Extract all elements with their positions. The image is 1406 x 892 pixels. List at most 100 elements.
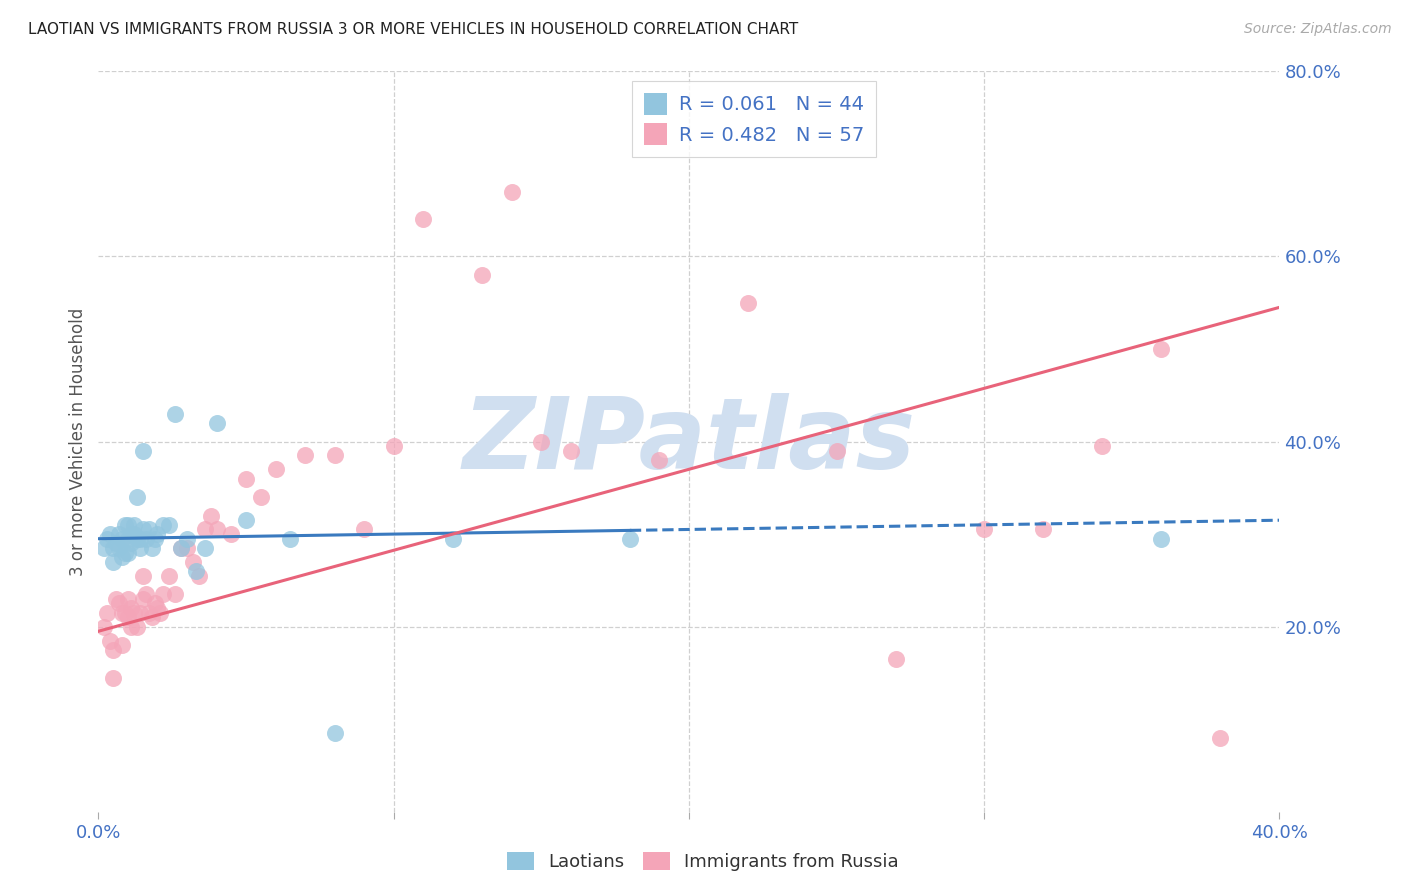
- Point: [170, 541, 193, 555]
- Point: [138, 523, 160, 537]
- Point: [125, 619, 148, 633]
- Point: [560, 443, 582, 458]
- Point: [165, 407, 187, 421]
- Point: [264, 462, 287, 476]
- Legend: R = 0.061   N = 44, R = 0.482   N = 57: R = 0.061 N = 44, R = 0.482 N = 57: [633, 81, 876, 157]
- Point: [1150, 532, 1173, 546]
- Point: [120, 601, 142, 615]
- Point: [648, 453, 671, 467]
- Point: [114, 545, 136, 560]
- Point: [125, 490, 148, 504]
- Point: [973, 523, 995, 537]
- Point: [530, 434, 553, 449]
- Point: [103, 541, 125, 555]
- Point: [93, 619, 115, 633]
- Point: [135, 532, 157, 546]
- Point: [157, 517, 180, 532]
- Point: [108, 541, 131, 555]
- Point: [235, 513, 257, 527]
- Point: [128, 541, 150, 555]
- Point: [128, 606, 150, 620]
- Point: [1091, 439, 1114, 453]
- Point: [98, 527, 121, 541]
- Point: [114, 517, 136, 532]
- Legend: Laotians, Immigrants from Russia: Laotians, Immigrants from Russia: [501, 845, 905, 879]
- Point: [141, 610, 163, 624]
- Point: [235, 471, 257, 485]
- Point: [120, 619, 142, 633]
- Point: [111, 550, 134, 565]
- Point: [105, 591, 128, 606]
- Point: [122, 606, 145, 620]
- Point: [125, 532, 148, 546]
- Point: [441, 532, 464, 546]
- Point: [93, 541, 115, 555]
- Point: [146, 601, 169, 615]
- Point: [353, 523, 375, 537]
- Point: [205, 523, 228, 537]
- Point: [471, 268, 494, 282]
- Point: [250, 490, 273, 504]
- Point: [170, 541, 193, 555]
- Point: [141, 541, 163, 555]
- Point: [108, 597, 131, 611]
- Point: [103, 671, 125, 685]
- Point: [117, 545, 139, 560]
- Point: [323, 449, 346, 463]
- Point: [111, 606, 134, 620]
- Point: [194, 541, 217, 555]
- Point: [117, 591, 139, 606]
- Point: [884, 652, 907, 666]
- Point: [146, 527, 169, 541]
- Point: [184, 564, 207, 578]
- Point: [737, 295, 759, 310]
- Point: [294, 449, 316, 463]
- Point: [132, 591, 155, 606]
- Y-axis label: 3 or more Vehicles in Household: 3 or more Vehicles in Household: [69, 308, 87, 575]
- Point: [132, 523, 155, 537]
- Point: [149, 606, 172, 620]
- Point: [122, 527, 145, 541]
- Point: [111, 638, 134, 652]
- Point: [114, 606, 136, 620]
- Point: [117, 517, 139, 532]
- Point: [187, 568, 209, 582]
- Point: [132, 443, 155, 458]
- Point: [382, 439, 405, 453]
- Point: [120, 527, 142, 541]
- Point: [117, 610, 139, 624]
- Point: [143, 597, 166, 611]
- Point: [219, 527, 242, 541]
- Point: [501, 185, 523, 199]
- Text: ZIPatlas: ZIPatlas: [463, 393, 915, 490]
- Point: [825, 443, 848, 458]
- Point: [128, 532, 150, 546]
- Point: [1209, 731, 1232, 745]
- Point: [143, 532, 166, 546]
- Point: [152, 517, 174, 532]
- Point: [152, 587, 174, 601]
- Point: [157, 568, 180, 582]
- Point: [1032, 523, 1054, 537]
- Point: [194, 523, 217, 537]
- Point: [105, 536, 128, 550]
- Point: [278, 532, 302, 546]
- Point: [138, 606, 160, 620]
- Point: [122, 517, 145, 532]
- Point: [120, 536, 142, 550]
- Point: [108, 527, 131, 541]
- Point: [132, 568, 155, 582]
- Text: Source: ZipAtlas.com: Source: ZipAtlas.com: [1244, 22, 1392, 37]
- Point: [111, 532, 134, 546]
- Point: [176, 532, 198, 546]
- Point: [165, 587, 187, 601]
- Point: [205, 416, 228, 430]
- Point: [412, 212, 434, 227]
- Point: [96, 532, 118, 546]
- Point: [200, 508, 222, 523]
- Point: [98, 633, 121, 648]
- Point: [117, 532, 139, 546]
- Point: [176, 541, 198, 555]
- Point: [619, 532, 641, 546]
- Point: [135, 587, 157, 601]
